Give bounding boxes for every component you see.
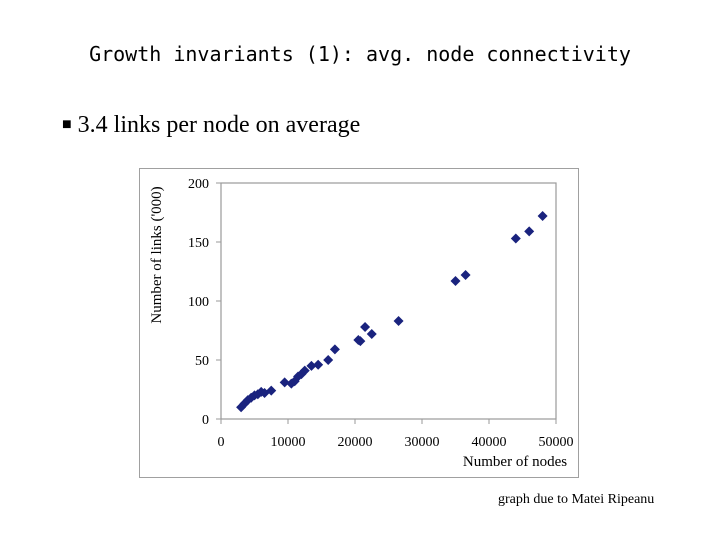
y-tick-label: 100: [188, 295, 209, 310]
chart-axes: [220, 182, 557, 420]
chart-ticks: 0 50 100 150 200 0 10000 20000 30000 40000 50000: [188, 177, 574, 450]
data-point: [393, 316, 404, 327]
y-tick-label: 0: [202, 413, 209, 428]
x-tick-label: 10000: [271, 435, 306, 450]
bullet-item: ■ 3.4 links per node on average: [62, 112, 360, 139]
x-tick-label: 20000: [338, 435, 373, 450]
data-point: [537, 211, 548, 222]
data-point: [323, 355, 334, 365]
y-tick-label: 200: [188, 177, 209, 192]
x-axis-label: Number of nodes: [463, 454, 567, 470]
graph-credit: graph due to Matei Ripeanu: [498, 492, 655, 507]
slide-title: Growth invariants (1): avg. node connect…: [89, 42, 631, 66]
data-point: [299, 365, 310, 376]
plot-area-border: [220, 182, 557, 420]
data-point: [355, 336, 366, 347]
x-tick-label: 50000: [539, 435, 574, 450]
chart-frame: [139, 168, 579, 478]
data-point: [450, 275, 461, 286]
data-point: [360, 321, 371, 332]
data-point: [266, 385, 277, 396]
data-point: [366, 329, 377, 340]
y-axis-label: Number of links ('000): [149, 186, 165, 323]
y-tick-label: 50: [195, 354, 209, 369]
data-point: [313, 359, 324, 370]
data-point: [460, 270, 471, 281]
bullet-text: 3.4 links per node on average: [77, 112, 361, 138]
data-point: [524, 226, 535, 237]
chart-points: [236, 211, 548, 413]
x-tick-label: 40000: [472, 435, 507, 450]
data-point: [510, 233, 521, 244]
x-tick-label: 0: [218, 435, 225, 450]
data-point: [306, 360, 317, 371]
data-point: [329, 344, 340, 355]
square-bullet-icon: ■: [62, 116, 72, 133]
y-tick-label: 150: [188, 236, 209, 251]
data-point: [279, 377, 290, 388]
x-tick-label: 30000: [405, 435, 440, 450]
